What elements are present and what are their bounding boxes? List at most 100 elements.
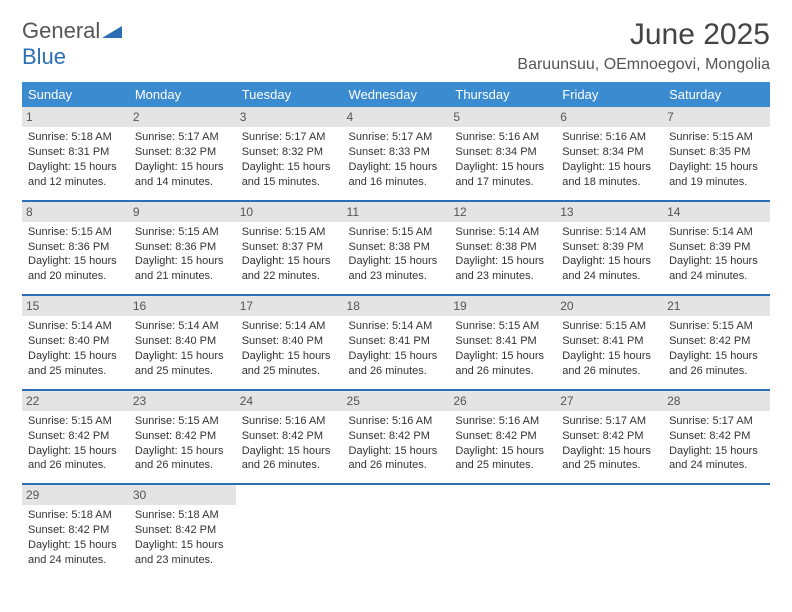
sunrise-text: Sunrise: 5:17 AM: [669, 414, 764, 429]
day-number: 30: [129, 485, 236, 505]
daylight-text: Daylight: 15 hours and 19 minutes.: [669, 160, 764, 190]
sunset-text: Sunset: 8:37 PM: [242, 240, 337, 255]
calendar-week-row: 22Sunrise: 5:15 AMSunset: 8:42 PMDayligh…: [22, 390, 770, 485]
sunrise-text: Sunrise: 5:14 AM: [242, 319, 337, 334]
sunset-text: Sunset: 8:42 PM: [28, 523, 123, 538]
calendar-day-cell: 25Sunrise: 5:16 AMSunset: 8:42 PMDayligh…: [343, 390, 450, 485]
day-number: 13: [556, 202, 663, 222]
sunrise-text: Sunrise: 5:16 AM: [455, 130, 550, 145]
sunset-text: Sunset: 8:42 PM: [669, 334, 764, 349]
weekday-header: Sunday: [22, 82, 129, 107]
calendar-day-cell: 23Sunrise: 5:15 AMSunset: 8:42 PMDayligh…: [129, 390, 236, 485]
calendar-day-cell: 16Sunrise: 5:14 AMSunset: 8:40 PMDayligh…: [129, 295, 236, 390]
sunrise-text: Sunrise: 5:16 AM: [242, 414, 337, 429]
sunrise-text: Sunrise: 5:17 AM: [562, 414, 657, 429]
daylight-text: Daylight: 15 hours and 24 minutes.: [562, 254, 657, 284]
day-number: 19: [449, 296, 556, 316]
sunset-text: Sunset: 8:40 PM: [28, 334, 123, 349]
sunrise-text: Sunrise: 5:15 AM: [135, 225, 230, 240]
daylight-text: Daylight: 15 hours and 26 minutes.: [455, 349, 550, 379]
daylight-text: Daylight: 15 hours and 26 minutes.: [562, 349, 657, 379]
day-number: 2: [129, 107, 236, 127]
sunset-text: Sunset: 8:42 PM: [28, 429, 123, 444]
sunrise-text: Sunrise: 5:16 AM: [455, 414, 550, 429]
daylight-text: Daylight: 15 hours and 24 minutes.: [669, 444, 764, 474]
brand-line1: General: [22, 18, 100, 43]
calendar-week-row: 8Sunrise: 5:15 AMSunset: 8:36 PMDaylight…: [22, 201, 770, 296]
day-number: 18: [343, 296, 450, 316]
daylight-text: Daylight: 15 hours and 25 minutes.: [242, 349, 337, 379]
weekday-header: Friday: [556, 82, 663, 107]
calendar-day-cell: 26Sunrise: 5:16 AMSunset: 8:42 PMDayligh…: [449, 390, 556, 485]
daylight-text: Daylight: 15 hours and 26 minutes.: [242, 444, 337, 474]
day-number: 11: [343, 202, 450, 222]
day-number: 8: [22, 202, 129, 222]
day-number: 1: [22, 107, 129, 127]
calendar-day-cell: [449, 484, 556, 578]
calendar-day-cell: 2Sunrise: 5:17 AMSunset: 8:32 PMDaylight…: [129, 107, 236, 201]
calendar-day-cell: 11Sunrise: 5:15 AMSunset: 8:38 PMDayligh…: [343, 201, 450, 296]
daylight-text: Daylight: 15 hours and 26 minutes.: [28, 444, 123, 474]
calendar-day-cell: 8Sunrise: 5:15 AMSunset: 8:36 PMDaylight…: [22, 201, 129, 296]
calendar-day-cell: 6Sunrise: 5:16 AMSunset: 8:34 PMDaylight…: [556, 107, 663, 201]
sunrise-text: Sunrise: 5:15 AM: [349, 225, 444, 240]
calendar-table: Sunday Monday Tuesday Wednesday Thursday…: [22, 82, 770, 578]
sunset-text: Sunset: 8:38 PM: [349, 240, 444, 255]
daylight-text: Daylight: 15 hours and 24 minutes.: [28, 538, 123, 568]
sunrise-text: Sunrise: 5:15 AM: [28, 225, 123, 240]
calendar-day-cell: 15Sunrise: 5:14 AMSunset: 8:40 PMDayligh…: [22, 295, 129, 390]
calendar-day-cell: 22 Sunrise: 5:15 AMSunset: 8:42 PMDayligh…: [22, 390, 129, 485]
day-number: 14: [663, 202, 770, 222]
daylight-text: Daylight: 15 hours and 14 minutes.: [135, 160, 230, 190]
sunrise-text: Sunrise: 5:18 AM: [28, 130, 123, 145]
sunset-text: Sunset: 8:40 PM: [135, 334, 230, 349]
day-number: 29: [22, 485, 129, 505]
calendar-day-cell: 1 Sunrise: 5:18 AMSunset: 8:31 PMDaylight…: [22, 107, 129, 201]
sunset-text: Sunset: 8:42 PM: [669, 429, 764, 444]
sunset-text: Sunset: 8:39 PM: [562, 240, 657, 255]
sunrise-text: Sunrise: 5:15 AM: [28, 414, 123, 429]
sunset-text: Sunset: 8:42 PM: [562, 429, 657, 444]
calendar-day-cell: 3Sunrise: 5:17 AMSunset: 8:32 PMDaylight…: [236, 107, 343, 201]
weekday-header: Wednesday: [343, 82, 450, 107]
daylight-text: Daylight: 15 hours and 21 minutes.: [135, 254, 230, 284]
day-number: 9: [129, 202, 236, 222]
sunset-text: Sunset: 8:34 PM: [455, 145, 550, 160]
daylight-text: Daylight: 15 hours and 12 minutes.: [28, 160, 123, 190]
calendar-day-cell: 24Sunrise: 5:16 AMSunset: 8:42 PMDayligh…: [236, 390, 343, 485]
daylight-text: Daylight: 15 hours and 24 minutes.: [669, 254, 764, 284]
sunset-text: Sunset: 8:41 PM: [455, 334, 550, 349]
sunset-text: Sunset: 8:32 PM: [135, 145, 230, 160]
sunrise-text: Sunrise: 5:18 AM: [135, 508, 230, 523]
sunrise-text: Sunrise: 5:14 AM: [28, 319, 123, 334]
calendar-day-cell: 9Sunrise: 5:15 AMSunset: 8:36 PMDaylight…: [129, 201, 236, 296]
sunset-text: Sunset: 8:31 PM: [28, 145, 123, 160]
sunrise-text: Sunrise: 5:15 AM: [562, 319, 657, 334]
sunrise-text: Sunrise: 5:14 AM: [349, 319, 444, 334]
day-number: 16: [129, 296, 236, 316]
daylight-text: Daylight: 15 hours and 25 minutes.: [28, 349, 123, 379]
day-number: 22: [22, 391, 129, 411]
daylight-text: Daylight: 15 hours and 23 minutes.: [455, 254, 550, 284]
calendar-day-cell: 10Sunrise: 5:15 AMSunset: 8:37 PMDayligh…: [236, 201, 343, 296]
sunset-text: Sunset: 8:42 PM: [349, 429, 444, 444]
daylight-text: Daylight: 15 hours and 20 minutes.: [28, 254, 123, 284]
sunset-text: Sunset: 8:34 PM: [562, 145, 657, 160]
calendar-day-cell: 20Sunrise: 5:15 AMSunset: 8:41 PMDayligh…: [556, 295, 663, 390]
daylight-text: Daylight: 15 hours and 26 minutes.: [135, 444, 230, 474]
day-number: 25: [343, 391, 450, 411]
day-number: 5: [449, 107, 556, 127]
day-number: 10: [236, 202, 343, 222]
daylight-text: Daylight: 15 hours and 25 minutes.: [562, 444, 657, 474]
sunset-text: Sunset: 8:40 PM: [242, 334, 337, 349]
sunrise-text: Sunrise: 5:15 AM: [135, 414, 230, 429]
sunset-text: Sunset: 8:35 PM: [669, 145, 764, 160]
daylight-text: Daylight: 15 hours and 26 minutes.: [669, 349, 764, 379]
calendar-day-cell: 7Sunrise: 5:15 AMSunset: 8:35 PMDaylight…: [663, 107, 770, 201]
month-title: June 2025: [517, 18, 770, 52]
daylight-text: Daylight: 15 hours and 15 minutes.: [242, 160, 337, 190]
calendar-day-cell: 13Sunrise: 5:14 AMSunset: 8:39 PMDayligh…: [556, 201, 663, 296]
sunrise-text: Sunrise: 5:15 AM: [669, 130, 764, 145]
day-number: 12: [449, 202, 556, 222]
calendar-day-cell: [236, 484, 343, 578]
